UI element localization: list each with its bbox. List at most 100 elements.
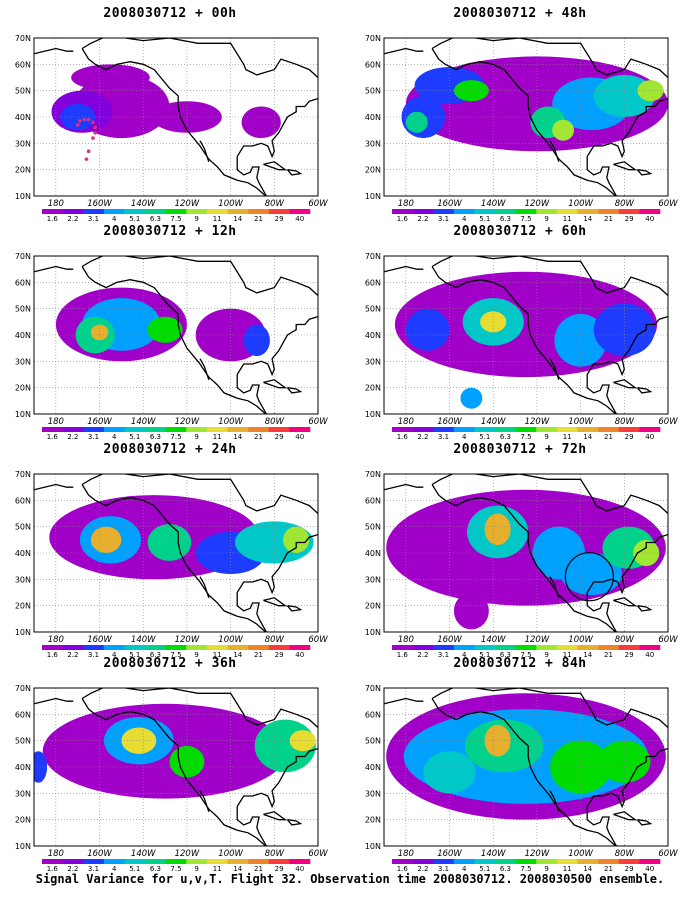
colorbar-label: 5.1 bbox=[479, 215, 490, 223]
lat-tick-label: 70N bbox=[365, 470, 381, 479]
lon-tick-label: 60W bbox=[658, 635, 678, 645]
colorbar-swatch bbox=[618, 209, 640, 214]
variance-contour bbox=[147, 316, 183, 343]
lat-tick-label: 60N bbox=[365, 278, 381, 287]
coastline bbox=[613, 597, 638, 607]
coastline bbox=[431, 484, 617, 632]
colorbar-label: 3.1 bbox=[88, 651, 99, 659]
coastline bbox=[34, 697, 74, 705]
lat-tick-label: 10N bbox=[365, 628, 381, 637]
colorbar-label: 11 bbox=[213, 651, 222, 659]
colorbar-label: 6.3 bbox=[150, 433, 161, 441]
lon-tick-label: 180 bbox=[398, 849, 414, 859]
lon-tick-label: 60W bbox=[658, 417, 678, 427]
map-frame bbox=[383, 37, 669, 197]
colorbar-swatch bbox=[577, 859, 599, 864]
colorbar-label: 4 bbox=[462, 651, 467, 659]
lon-tick-label: 140W bbox=[481, 635, 506, 645]
colorbar-swatch bbox=[268, 859, 290, 864]
colorbar-swatch bbox=[145, 209, 166, 214]
map-area bbox=[384, 256, 668, 414]
colorbar-label: 40 bbox=[645, 865, 654, 873]
colorbar-label: 11 bbox=[213, 865, 222, 873]
panel-60h: 2008030712 + 60h 70N 60N 50N 40N 30N 20N 10N 18… bbox=[350, 224, 690, 441]
colorbar-swatch bbox=[227, 645, 249, 650]
variance-contour bbox=[598, 740, 651, 783]
coastline bbox=[286, 605, 303, 612]
variance-contour bbox=[289, 730, 316, 752]
map-frame bbox=[383, 255, 669, 415]
lon-tick-label: 100W bbox=[218, 635, 243, 645]
colorbar-label: 3.1 bbox=[438, 433, 449, 441]
colorbar-label: 7.5 bbox=[520, 651, 531, 659]
panel-48h: 2008030712 + 48h 70N 60N 50N 40N 30N 20N 10N 18… bbox=[350, 6, 690, 223]
lat-tick-label: 50N bbox=[365, 87, 381, 96]
lon-tick-label: 140W bbox=[131, 199, 156, 209]
colorbar-label: 14 bbox=[233, 433, 242, 441]
colorbar-label: 3.1 bbox=[438, 215, 449, 223]
colorbar-label: 1.6 bbox=[397, 651, 409, 659]
colorbar-label: 9 bbox=[194, 865, 198, 873]
coastline bbox=[34, 265, 74, 273]
colorbar-swatch bbox=[453, 427, 475, 432]
lon-tick-label: 60W bbox=[658, 199, 678, 209]
colorbar-label: 29 bbox=[625, 651, 634, 659]
colorbar-swatch bbox=[618, 859, 640, 864]
colorbar-label: 21 bbox=[254, 433, 263, 441]
colorbar-label: 1.6 bbox=[47, 433, 59, 441]
colorbar-label: 3.1 bbox=[438, 865, 449, 873]
coastline bbox=[636, 819, 653, 826]
lat-tick-label: 40N bbox=[365, 549, 381, 558]
lon-tick-label: 140W bbox=[481, 849, 506, 859]
colorbar-label: 2.2 bbox=[417, 433, 428, 441]
lon-tick-label: 60W bbox=[308, 849, 328, 859]
coastline bbox=[431, 474, 668, 514]
colorbar-label: 21 bbox=[254, 865, 263, 873]
colorbar-label: 1.6 bbox=[47, 865, 59, 873]
lat-tick-label: 30N bbox=[15, 575, 31, 584]
lat-tick-label: 30N bbox=[365, 789, 381, 798]
coastline bbox=[431, 688, 668, 728]
colorbar-swatch bbox=[83, 209, 105, 214]
coastline bbox=[586, 315, 668, 414]
lat-tick-label: 10N bbox=[365, 410, 381, 419]
colorbar-swatch bbox=[598, 209, 620, 214]
lon-tick-label: 80W bbox=[265, 417, 285, 427]
coastline bbox=[636, 169, 653, 176]
colorbar-label: 7.5 bbox=[170, 865, 181, 873]
panel-36h: 2008030712 + 36h 70N 60N 50N 40N 30N 20N 10N 18… bbox=[0, 656, 340, 873]
lon-tick-label: 100W bbox=[218, 849, 243, 859]
coastline bbox=[549, 576, 560, 599]
colorbar-label: 40 bbox=[295, 651, 304, 659]
lat-tick-label: 60N bbox=[15, 710, 31, 719]
lon-tick-label: 120W bbox=[525, 635, 550, 645]
colorbar-swatch bbox=[62, 645, 84, 650]
coastline bbox=[199, 358, 210, 381]
lat-tick-label: 40N bbox=[365, 113, 381, 122]
colorbar-label: 21 bbox=[254, 651, 263, 659]
colorbar-label: 40 bbox=[645, 433, 654, 441]
colorbar-swatch bbox=[124, 645, 146, 650]
coastline bbox=[431, 266, 617, 414]
map-area bbox=[34, 474, 318, 632]
variance-contour bbox=[90, 324, 109, 341]
colorbar-label: 7.5 bbox=[170, 215, 181, 223]
colorbar-swatch bbox=[618, 645, 640, 650]
colorbar-label: 6.3 bbox=[500, 865, 511, 873]
variance-contour bbox=[637, 80, 664, 102]
coastline bbox=[431, 698, 617, 846]
map-frame bbox=[33, 473, 319, 633]
colorbar-swatch bbox=[536, 859, 558, 864]
lon-tick-label: 180 bbox=[398, 635, 414, 645]
coastline bbox=[549, 140, 560, 163]
coastline bbox=[236, 97, 318, 196]
colorbar-label: 21 bbox=[604, 865, 613, 873]
colorbar-label: 29 bbox=[275, 865, 284, 873]
lon-tick-label: 80W bbox=[615, 417, 635, 427]
lat-tick-label: 40N bbox=[365, 763, 381, 772]
coastline bbox=[81, 688, 318, 728]
lon-tick-label: 120W bbox=[525, 417, 550, 427]
colorbar-label: 11 bbox=[563, 651, 572, 659]
colorbar-label: 29 bbox=[275, 433, 284, 441]
colorbar-label: 7.5 bbox=[520, 215, 531, 223]
